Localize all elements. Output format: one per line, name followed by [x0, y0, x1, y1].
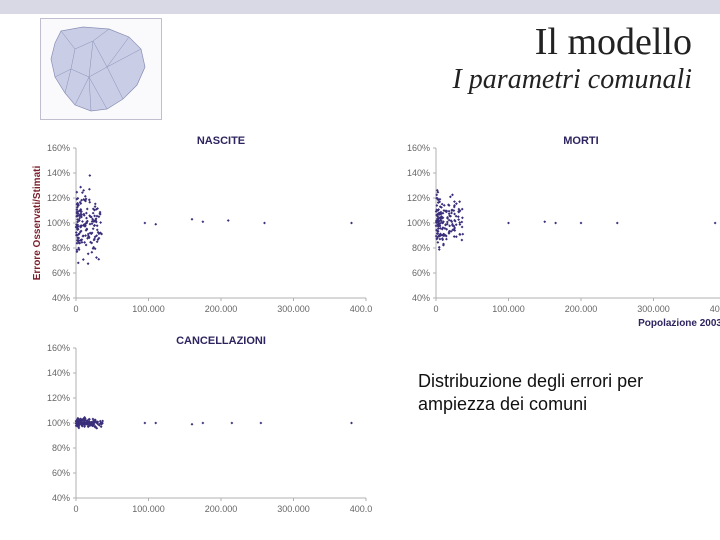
svg-text:200.000: 200.000: [205, 304, 238, 314]
svg-text:40%: 40%: [52, 293, 70, 303]
svg-text:NASCITE: NASCITE: [197, 135, 245, 147]
svg-text:200.000: 200.000: [565, 304, 598, 314]
svg-text:140%: 140%: [47, 168, 70, 178]
svg-text:80%: 80%: [52, 243, 70, 253]
page-subtitle: I parametri comunali: [452, 64, 692, 96]
svg-text:MORTI: MORTI: [563, 135, 598, 147]
header-bar: [0, 0, 720, 14]
description-text: Distribuzione degli errori per ampiezza …: [418, 370, 688, 415]
svg-text:Popolazione 2003: Popolazione 2003: [638, 318, 720, 329]
svg-text:120%: 120%: [47, 393, 70, 403]
svg-text:0: 0: [73, 304, 78, 314]
svg-text:300.000: 300.000: [637, 304, 670, 314]
svg-text:300.000: 300.000: [277, 304, 310, 314]
svg-text:160%: 160%: [47, 343, 70, 353]
svg-text:160%: 160%: [47, 143, 70, 153]
svg-text:100.000: 100.000: [492, 304, 525, 314]
page-title: Il modello: [535, 20, 692, 64]
svg-text:80%: 80%: [412, 243, 430, 253]
region-map: [40, 18, 162, 120]
svg-text:CANCELLAZIONI: CANCELLAZIONI: [176, 335, 266, 347]
svg-text:100%: 100%: [47, 418, 70, 428]
svg-text:140%: 140%: [47, 368, 70, 378]
svg-text:200.000: 200.000: [205, 504, 238, 514]
chart-cancellazioni: CANCELLAZIONI 40% 60% 80% 100% 120% 140% 160% 0 1…: [30, 330, 372, 532]
svg-text:100%: 100%: [47, 218, 70, 228]
svg-text:60%: 60%: [412, 268, 430, 278]
svg-text:160%: 160%: [407, 143, 430, 153]
svg-text:100%: 100%: [407, 218, 430, 228]
svg-text:300.000: 300.000: [277, 504, 310, 514]
svg-text:60%: 60%: [52, 268, 70, 278]
svg-text:0: 0: [73, 504, 78, 514]
svg-text:60%: 60%: [52, 468, 70, 478]
svg-text:400.000: 400.000: [350, 504, 372, 514]
svg-text:40%: 40%: [412, 293, 430, 303]
svg-text:100.000: 100.000: [132, 304, 165, 314]
svg-text:400.000: 400.000: [350, 304, 372, 314]
svg-text:80%: 80%: [52, 443, 70, 453]
svg-text:140%: 140%: [407, 168, 430, 178]
svg-text:Errore Osservati/Stimati: Errore Osservati/Stimati: [32, 166, 43, 281]
svg-text:120%: 120%: [407, 193, 430, 203]
svg-text:100.000: 100.000: [132, 504, 165, 514]
chart-nascite: NASCITE 40% 60% 80% 100% 120% 140% 160% 0 100.000…: [30, 130, 372, 332]
svg-text:400.000: 400.000: [710, 304, 720, 314]
svg-text:0: 0: [433, 304, 438, 314]
svg-text:120%: 120%: [47, 193, 70, 203]
chart-morti: MORTI 40% 60% 80% 100% 120% 140% 160% 0 100.000 20…: [390, 130, 720, 332]
svg-text:40%: 40%: [52, 493, 70, 503]
